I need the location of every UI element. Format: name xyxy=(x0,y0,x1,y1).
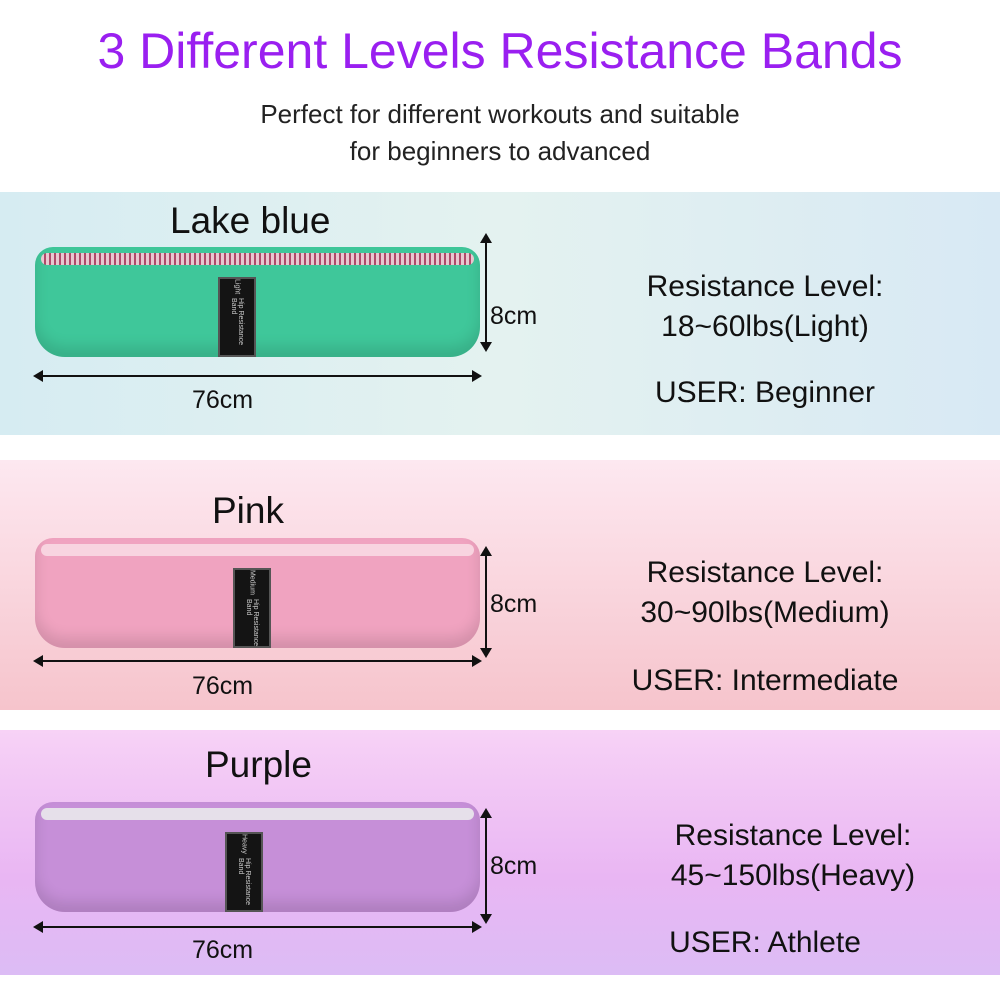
resistance-label: Resistance Level: xyxy=(674,819,912,852)
user-level: USER: Athlete xyxy=(669,926,861,959)
length-arrow xyxy=(33,655,482,667)
tag-level: Light xyxy=(233,279,241,295)
user-level: USER: Beginner xyxy=(654,376,876,409)
band-tag: Medium Hip Resistance Band xyxy=(233,568,271,648)
subtitle-line-2: for beginners to advanced xyxy=(349,136,651,166)
band-image-purple: Heavy Hip Resistance Band xyxy=(35,802,480,912)
band-image-pink: Medium Hip Resistance Band xyxy=(35,538,480,648)
height-label: 8cm xyxy=(490,302,538,330)
page-title: 3 Different Levels Resistance Bands xyxy=(97,23,903,79)
height-arrow xyxy=(480,808,492,924)
height-arrow xyxy=(480,546,492,658)
length-label: 76cm xyxy=(192,386,254,414)
length-label: 76cm xyxy=(192,672,254,700)
resistance-value: 45~150lbs(Heavy) xyxy=(670,859,916,892)
resistance-label: Resistance Level: xyxy=(646,270,884,303)
resistance-info: Resistance Level: 30~90lbs(Medium) xyxy=(600,553,930,633)
length-arrow xyxy=(33,921,482,933)
length-arrow xyxy=(33,370,482,382)
resistance-value: 30~90lbs(Medium) xyxy=(640,596,890,629)
band-name: Lake blue xyxy=(170,200,331,241)
subtitle: Perfect for different workouts and suita… xyxy=(0,96,1000,170)
tag-text: Hip Resistance Band xyxy=(230,298,244,346)
tag-level: Medium xyxy=(248,570,256,595)
section-pink: Pink Medium Hip Resistance Band 8cm 76cm … xyxy=(0,460,1000,710)
resistance-value: 18~60lbs(Light) xyxy=(661,310,869,343)
band-tag: Light Hip Resistance Band xyxy=(218,277,256,357)
band-name: Purple xyxy=(205,744,312,785)
band-image-lake-blue: Light Hip Resistance Band xyxy=(35,247,480,357)
resistance-info: Resistance Level: 45~150lbs(Heavy) xyxy=(628,816,958,896)
resistance-info: Resistance Level: 18~60lbs(Light) xyxy=(600,267,930,347)
section-lake-blue: Lake blue Light Hip Resistance Band 8cm 7… xyxy=(0,192,1000,435)
tag-text: Hip Resistance Band xyxy=(237,857,251,905)
resistance-label: Resistance Level: xyxy=(646,556,884,589)
band-tag: Heavy Hip Resistance Band xyxy=(225,832,263,912)
section-purple: Purple Heavy Hip Resistance Band 8cm 76cm… xyxy=(0,730,1000,975)
length-label: 76cm xyxy=(192,936,254,964)
user-level: USER: Intermediate xyxy=(631,664,899,697)
band-name: Pink xyxy=(212,490,284,531)
height-arrow xyxy=(480,233,492,352)
subtitle-line-1: Perfect for different workouts and suita… xyxy=(260,99,740,129)
tag-text: Hip Resistance Band xyxy=(245,598,259,646)
height-label: 8cm xyxy=(490,590,538,618)
tag-level: Heavy xyxy=(240,834,248,854)
height-label: 8cm xyxy=(490,852,538,880)
